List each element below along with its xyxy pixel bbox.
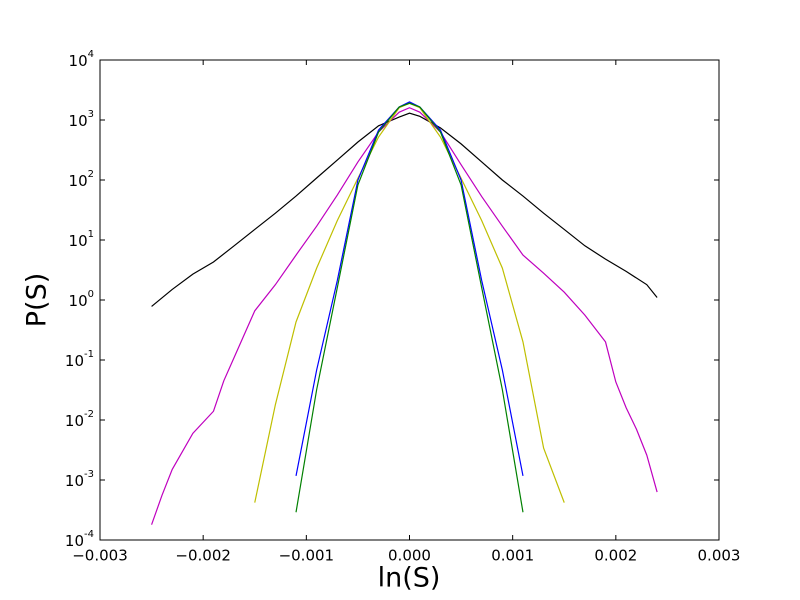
x-axis-label: ln(S) [378, 563, 441, 594]
series-line [151, 107, 658, 525]
y-tick-label: 103 [69, 109, 94, 130]
y-tick-base: 10 [69, 172, 88, 190]
y-tick-base: 10 [69, 112, 88, 130]
y-tick-exponent: 2 [88, 169, 94, 180]
y-tick-exponent: 4 [88, 49, 94, 60]
y-tick-base: 10 [69, 292, 88, 310]
series-line [151, 112, 658, 307]
x-tick-label: −0.003 [72, 547, 128, 565]
y-tick-base: 10 [65, 352, 84, 370]
y-tick-base: 10 [69, 232, 88, 250]
y-tick-base: 10 [65, 412, 84, 430]
y-tick-base: 10 [65, 472, 84, 490]
y-tick-label: 102 [69, 169, 94, 190]
x-tick-label: 0.001 [491, 547, 534, 565]
y-axis-label: P(S) [22, 273, 53, 328]
y-tick-exponent: 3 [88, 109, 94, 120]
y-tick-exponent: -1 [84, 349, 94, 360]
y-tick-base: 10 [69, 52, 88, 70]
y-tick-label: 104 [69, 49, 94, 70]
y-tick-label: 100 [69, 289, 94, 310]
y-tick-label: 101 [69, 229, 94, 250]
series-line [295, 101, 524, 477]
x-tick-label: 0.000 [388, 547, 431, 565]
x-tick-label: 0.003 [698, 547, 741, 565]
x-tick-label: 0.002 [594, 547, 637, 565]
y-tick-exponent: 0 [88, 289, 94, 300]
y-tick-exponent: -4 [84, 529, 94, 540]
y-tick-label: 10-3 [65, 469, 94, 490]
y-tick-label: 10-4 [65, 529, 94, 550]
y-tick-exponent: 1 [88, 229, 94, 240]
x-tick-label: −0.002 [175, 547, 231, 565]
y-tick-label: 10-1 [65, 349, 94, 370]
series-line [295, 102, 524, 513]
x-tick-label: −0.001 [279, 547, 335, 565]
y-tick-exponent: -2 [84, 409, 94, 420]
y-tick-label: 10-2 [65, 409, 94, 430]
y-tick-exponent: -3 [84, 469, 94, 480]
y-tick-base: 10 [65, 532, 84, 550]
